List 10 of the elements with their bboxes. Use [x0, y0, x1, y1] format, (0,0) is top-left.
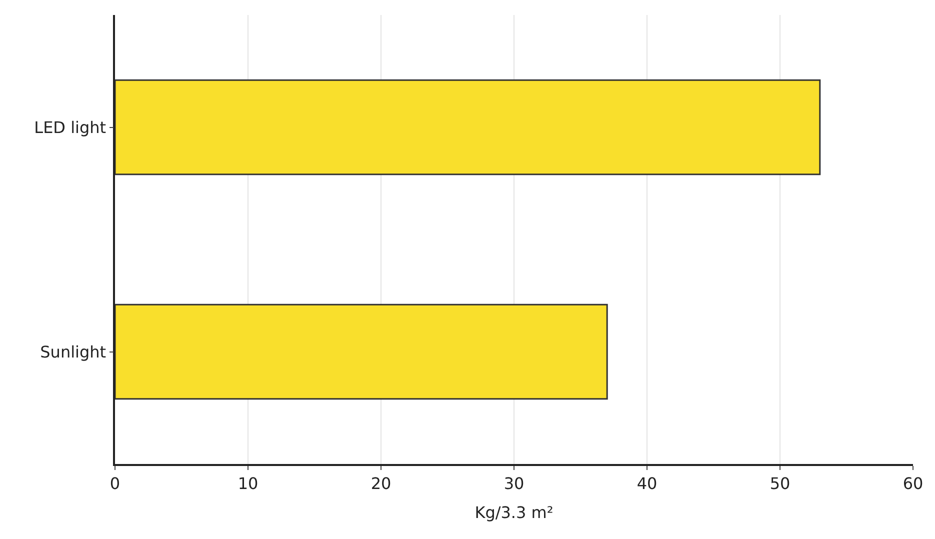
- x-tick-label: 10: [238, 474, 258, 493]
- x-tick-label: 30: [504, 474, 524, 493]
- y-tick-label: Sunlight: [40, 342, 106, 362]
- y-tick-label: LED light: [34, 118, 106, 137]
- x-tick-label: 20: [370, 474, 392, 493]
- x-tick-label: 60: [902, 474, 924, 493]
- x-tick-label: 0: [110, 474, 120, 493]
- x-tick-label: 40: [636, 474, 658, 493]
- x-axis-title: Kg/3.3 m²: [474, 503, 554, 522]
- x-tick-label: 50: [770, 474, 790, 493]
